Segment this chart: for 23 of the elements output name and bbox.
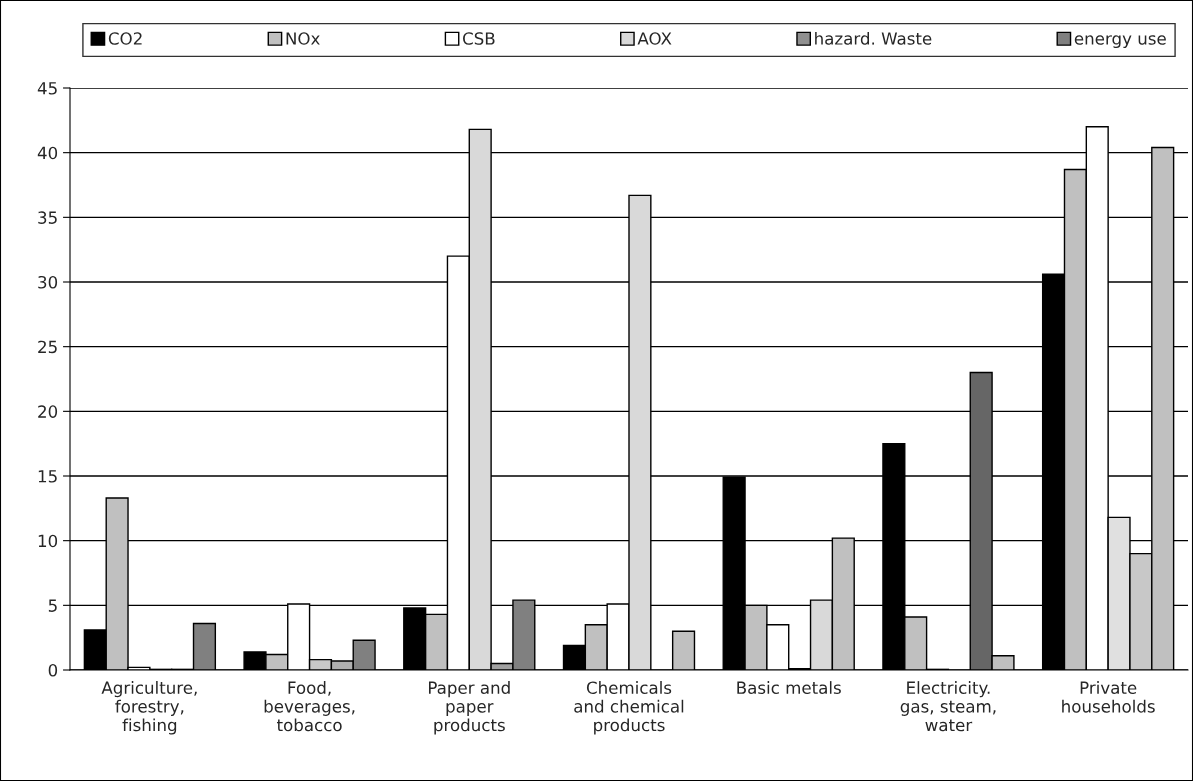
legend-label: hazard. Waste: [815, 31, 932, 45]
y-tick-label: 0: [48, 663, 58, 677]
legend-label: energy use: [1074, 35, 1166, 49]
legend-label: CSB: [463, 32, 495, 45]
y-tick-label: 40: [37, 146, 58, 160]
legend-label: CO2: [108, 32, 142, 45]
y-tick-label: 15: [38, 470, 57, 483]
y-tick-label: 25: [38, 340, 57, 354]
x-tick-label: Paper and paper products: [428, 681, 510, 735]
x-tick-label: Agriculture, forestry, fishing: [101, 681, 197, 735]
y-tick-label: 10: [38, 534, 58, 548]
x-tick-label: Basic metals: [737, 681, 841, 695]
y-tick-label: 45: [37, 82, 57, 95]
x-tick-label: Electricity. gas, steam, water: [900, 681, 996, 732]
x-tick-label: Private households: [1062, 681, 1155, 713]
y-tick-label: 30: [38, 275, 58, 289]
legend-label: AOX: [637, 32, 672, 45]
x-tick-label: Chemicals and chemical products: [574, 681, 684, 735]
y-tick-label: 20: [38, 405, 58, 418]
legend-label: NOx: [286, 32, 320, 45]
y-tick-label: 5: [48, 599, 57, 612]
x-tick-label: Food, beverages, tobacco: [264, 681, 355, 732]
y-tick-label: 35: [38, 211, 57, 224]
